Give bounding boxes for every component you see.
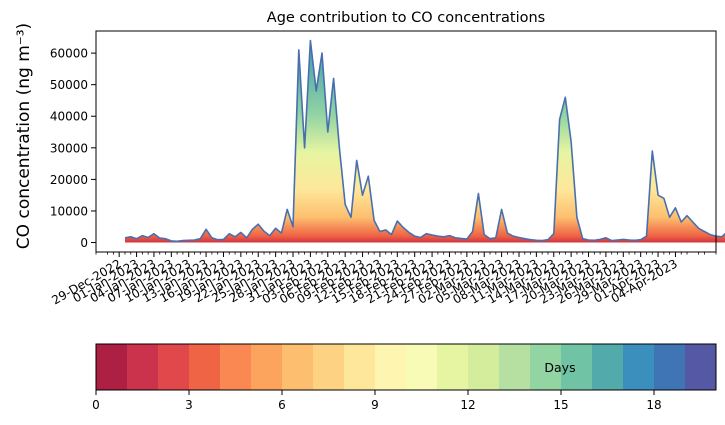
y-tick-label: 10000: [50, 204, 88, 218]
colorbar-tick-label: 15: [553, 398, 568, 412]
colorbar-cell: [96, 344, 128, 390]
colorbar-cell: [592, 344, 624, 390]
colorbar-cell: [282, 344, 314, 390]
colorbar-cell: [406, 344, 438, 390]
colorbar-cell: [530, 344, 562, 390]
colorbar-tick-label: 0: [92, 398, 100, 412]
colorbar-cell: [158, 344, 190, 390]
colorbar-cell: [437, 344, 469, 390]
colorbar-cells: [96, 344, 717, 390]
y-axis-ticks: 0 10000 20000 30000 40000 50000 60000: [50, 47, 96, 250]
y-tick-label: 50000: [50, 78, 88, 92]
colorbar-frame: [95, 343, 717, 391]
colorbar-cell: [623, 344, 655, 390]
colorbar-cell: [561, 344, 593, 390]
y-tick-label: 60000: [50, 47, 88, 61]
y-axis-label: CO concentration (ng m⁻³): [14, 23, 34, 249]
colorbar-tick-label: 6: [278, 398, 286, 412]
total-concentration-line: [124, 39, 725, 243]
plot-frame: [95, 30, 717, 253]
x-axis-ticks: 29-Dec-202201-Jan-202304-Jan-202307-Jan-…: [49, 252, 717, 307]
y-tick-label: 30000: [50, 141, 88, 155]
colorbar-label: Days: [544, 360, 575, 375]
chart-title: Age contribution to CO concentrations: [267, 10, 545, 26]
colorbar-tick-label: 9: [371, 398, 379, 412]
colorbar-cell: [251, 344, 283, 390]
colorbar-cell: [685, 344, 717, 390]
colorbar-cell: [344, 344, 376, 390]
y-tick-label: 0: [80, 236, 88, 250]
colorbar-cell: [313, 344, 345, 390]
colorbar: Days 0 3 6 9 12 15 18: [92, 343, 717, 412]
colorbar-cell: [127, 344, 159, 390]
colorbar-cell: [375, 344, 407, 390]
y-tick-label: 40000: [50, 110, 88, 124]
y-tick-label: 20000: [50, 173, 88, 187]
colorbar-cell: [189, 344, 221, 390]
colorbar-tick-label: 18: [646, 398, 661, 412]
colorbar-ticks: 0 3 6 9 12 15 18: [92, 390, 662, 412]
colorbar-cell: [468, 344, 500, 390]
colorbar-cell: [654, 344, 686, 390]
colorbar-tick-label: 3: [185, 398, 193, 412]
colorbar-tick-label: 12: [460, 398, 475, 412]
age-stack-fill: [125, 40, 725, 243]
plot-area: [124, 39, 725, 243]
colorbar-cell: [220, 344, 252, 390]
colorbar-cell: [499, 344, 531, 390]
